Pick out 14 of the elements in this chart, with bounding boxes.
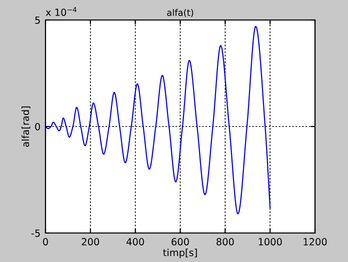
y-tick-label: 0 (35, 122, 40, 130)
x-tick-label: 800 (216, 238, 234, 246)
x-tick-label: 200 (82, 238, 100, 246)
x-axis-title: timp[s] (163, 248, 197, 258)
y-tick-label: -5 (31, 230, 40, 237)
x-tick-label: 600 (172, 238, 189, 246)
x-tick-label: 1200 (304, 238, 327, 246)
x-tick-label: 1000 (258, 238, 282, 246)
chart-title: alfa(t) (167, 8, 194, 18)
y-tick-label: 5 (35, 16, 40, 24)
y-axis-title: alfa[rad] (22, 106, 30, 147)
text: x 10$^{−4}$ (46, 7, 76, 16)
x-tick-label: 0 (43, 238, 48, 246)
x-tick-label: 400 (126, 238, 144, 246)
